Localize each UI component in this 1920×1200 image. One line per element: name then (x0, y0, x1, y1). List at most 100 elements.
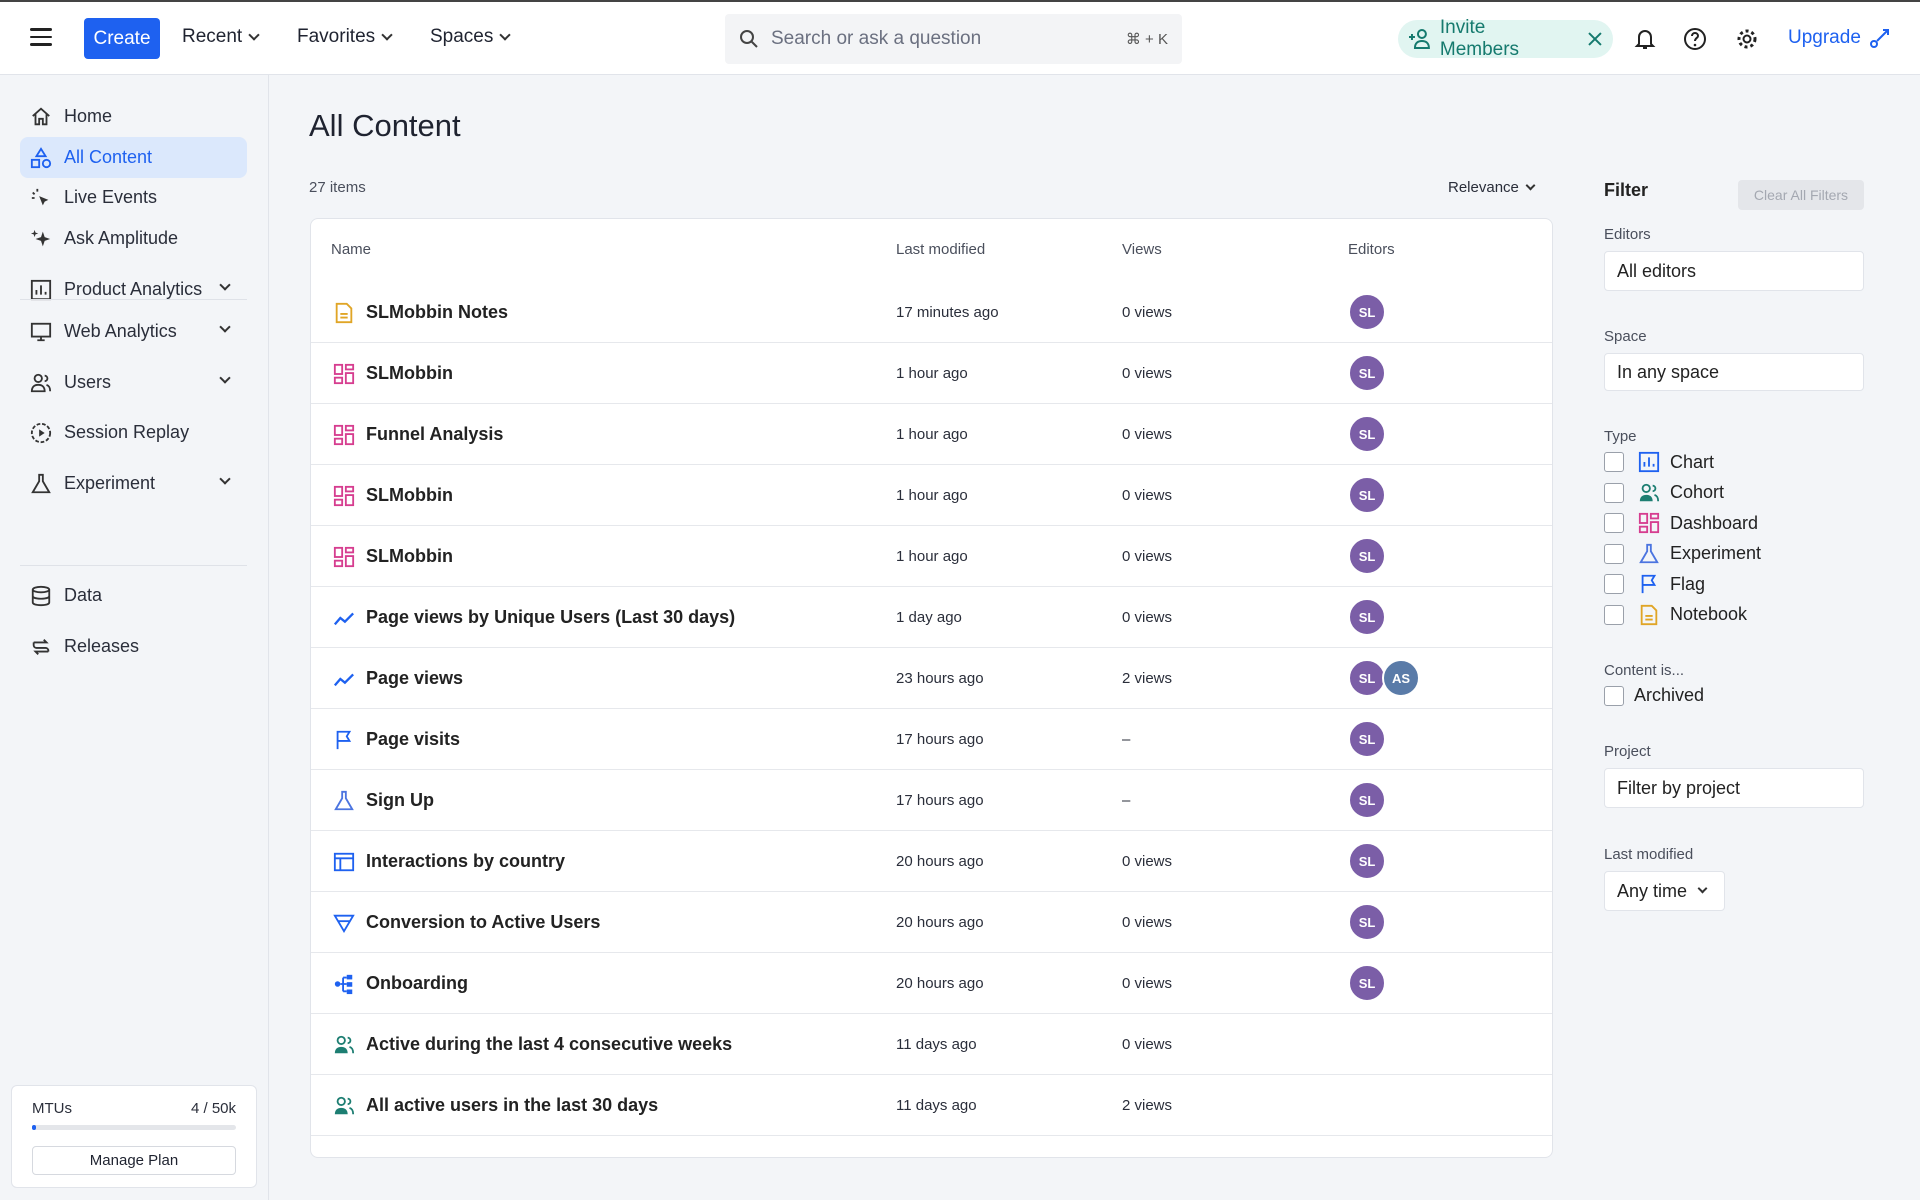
item-name[interactable]: Page visits (366, 729, 461, 749)
gear-icon[interactable] (1735, 27, 1759, 51)
dashboard-icon (333, 485, 355, 507)
item-name[interactable]: SLMobbin (366, 546, 453, 566)
item-name[interactable]: SLMobbin (366, 485, 453, 505)
column-editors[interactable]: Editors (1348, 241, 1395, 258)
manage-plan-button[interactable]: Manage Plan (32, 1146, 236, 1175)
archived-checkbox[interactable]: Archived (1604, 685, 1704, 706)
table-row[interactable]: Onboarding 20 hours ago 0 views SL (311, 953, 1552, 1014)
column-name[interactable]: Name (331, 241, 372, 258)
create-button[interactable]: Create (84, 18, 160, 59)
sidebar-item-live-events[interactable]: Live Events (20, 177, 247, 218)
mtu-value: 4 / 50k (190, 1100, 236, 1117)
upgrade-button[interactable]: Upgrade (1788, 27, 1891, 49)
home-icon (32, 107, 50, 125)
sidebar-item-ask-amplitude[interactable]: Ask Amplitude (20, 218, 247, 259)
invite-members-button[interactable]: Invite Members (1398, 17, 1613, 60)
project-select[interactable]: Filter by project (1604, 768, 1864, 808)
table-row[interactable]: All active users in the last 30 days 11 … (311, 1075, 1552, 1136)
item-name[interactable]: Page views by Unique Users (Last 30 days… (366, 607, 736, 627)
editors-select[interactable]: All editors (1604, 251, 1864, 291)
type-filter-flag[interactable]: Flag (1604, 573, 1705, 595)
checkbox[interactable] (1604, 685, 1624, 706)
menu-icon[interactable] (30, 28, 52, 46)
sidebar-item-home[interactable]: Home (20, 96, 247, 137)
column-last-modified[interactable]: Last modified (896, 241, 986, 258)
checkbox[interactable] (1604, 482, 1624, 503)
sidebar-item-all-content[interactable]: All Content (20, 137, 247, 178)
sidebar-item-product-analytics[interactable]: Product Analytics (20, 269, 247, 310)
help-icon[interactable] (1683, 27, 1707, 51)
item-name[interactable]: SLMobbin Notes (366, 302, 508, 322)
chevron-down-icon[interactable] (219, 372, 231, 384)
sidebar-item-users[interactable]: Users (20, 362, 247, 403)
checkbox[interactable] (1604, 604, 1624, 625)
type-filter-dashboard[interactable]: Dashboard (1604, 512, 1758, 534)
item-name[interactable]: Interactions by country (366, 851, 566, 871)
table-row[interactable]: Conversion to Active Users 20 hours ago … (311, 892, 1552, 953)
table-row[interactable]: Interactions by country 20 hours ago 0 v… (311, 831, 1552, 892)
dashboard-icon (333, 363, 355, 385)
table-row[interactable]: Page visits 17 hours ago – SL (311, 709, 1552, 770)
item-name[interactable]: Active during the last 4 consecutive wee… (366, 1034, 733, 1054)
search-input[interactable]: Search or ask a question ⌘ + K (725, 14, 1182, 64)
views: 0 views (1122, 365, 1173, 382)
avatar: SL (1348, 964, 1386, 1002)
sort-dropdown[interactable]: Relevance (1448, 179, 1536, 196)
close-icon[interactable] (1587, 31, 1603, 47)
avatar: SL (1348, 476, 1386, 514)
item-name[interactable]: Onboarding (366, 973, 468, 993)
home-icon (30, 106, 52, 128)
last-modified: 1 hour ago (896, 487, 968, 504)
invite-members-label: Invite Members (1439, 17, 1520, 60)
spaces-dropdown[interactable]: Spaces (430, 26, 512, 48)
sidebar-item-experiment[interactable]: Experiment (20, 463, 247, 504)
table-row[interactable]: Page views 23 hours ago 2 views SL AS (311, 648, 1552, 709)
sidebar-item-label: Releases (64, 636, 140, 656)
table-row[interactable]: SLMobbin Notes 17 minutes ago 0 views SL (311, 282, 1552, 343)
table-row[interactable]: SLMobbin 1 hour ago 0 views SL (311, 526, 1552, 587)
last-modified-label: Last modified (1604, 846, 1694, 863)
checkbox[interactable] (1604, 452, 1624, 472)
item-name[interactable]: Funnel Analysis (366, 424, 504, 444)
item-name[interactable]: All active users in the last 30 days (366, 1095, 659, 1115)
chevron-down-icon[interactable] (219, 279, 231, 291)
dashboard-icon (333, 546, 355, 568)
sidebar-item-data[interactable]: Data (20, 575, 247, 616)
avatar: SL (1348, 354, 1386, 392)
editors: SL (1348, 842, 1386, 880)
item-name[interactable]: Conversion to Active Users (366, 912, 601, 932)
type-filter-experiment[interactable]: Experiment (1604, 543, 1761, 565)
table-row[interactable]: Active during the last 4 consecutive wee… (311, 1014, 1552, 1075)
space-select[interactable]: In any space (1604, 353, 1864, 391)
favorites-dropdown[interactable]: Favorites (297, 26, 393, 48)
bell-icon[interactable] (1633, 27, 1657, 51)
item-name[interactable]: SLMobbin (366, 363, 453, 383)
favorites-label: Favorites (297, 26, 376, 47)
type-filter-notebook[interactable]: Notebook (1604, 604, 1747, 626)
mtu-progress-bar (32, 1125, 236, 1130)
chevron-down-icon[interactable] (219, 473, 231, 485)
table-row[interactable]: SLMobbin 1 hour ago 0 views SL (311, 343, 1552, 404)
checkbox[interactable] (1604, 513, 1624, 533)
database-icon (31, 585, 51, 606)
table-row[interactable]: Page views by Unique Users (Last 30 days… (311, 587, 1552, 648)
recent-dropdown[interactable]: Recent (182, 26, 260, 48)
sidebar-item-releases[interactable]: Releases (20, 626, 247, 667)
sidebar-item-web-analytics[interactable]: Web Analytics (20, 311, 247, 352)
table-row[interactable]: Funnel Analysis 1 hour ago 0 views SL (311, 404, 1552, 465)
type-filter-cohort[interactable]: Cohort (1604, 482, 1724, 504)
type-filter-chart[interactable]: Chart (1604, 451, 1714, 473)
chevron-down-icon[interactable] (219, 321, 231, 333)
mtu-usage-card: MTUs 4 / 50k Manage Plan (11, 1085, 257, 1188)
item-name[interactable]: Sign Up (366, 790, 434, 810)
column-views[interactable]: Views (1122, 241, 1162, 258)
clear-all-filters-button[interactable]: Clear All Filters (1738, 180, 1864, 210)
last-modified-select[interactable]: Any time (1604, 871, 1725, 911)
table-row[interactable]: SLMobbin 1 hour ago 0 views SL (311, 465, 1552, 526)
sidebar-item-label: Ask Amplitude (64, 228, 179, 248)
checkbox[interactable] (1604, 574, 1624, 594)
checkbox[interactable] (1604, 543, 1624, 564)
sidebar-item-session-replay[interactable]: Session Replay (20, 412, 247, 453)
item-name[interactable]: Page views (366, 668, 464, 688)
table-row[interactable]: Sign Up 17 hours ago – SL (311, 770, 1552, 831)
